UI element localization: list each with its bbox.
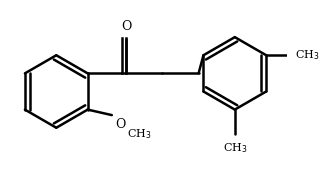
Text: CH$_3$: CH$_3$ xyxy=(295,48,319,62)
Text: O: O xyxy=(115,118,125,131)
Text: CH$_3$: CH$_3$ xyxy=(223,141,247,155)
Text: CH$_3$: CH$_3$ xyxy=(127,127,152,141)
Text: O: O xyxy=(121,20,131,33)
